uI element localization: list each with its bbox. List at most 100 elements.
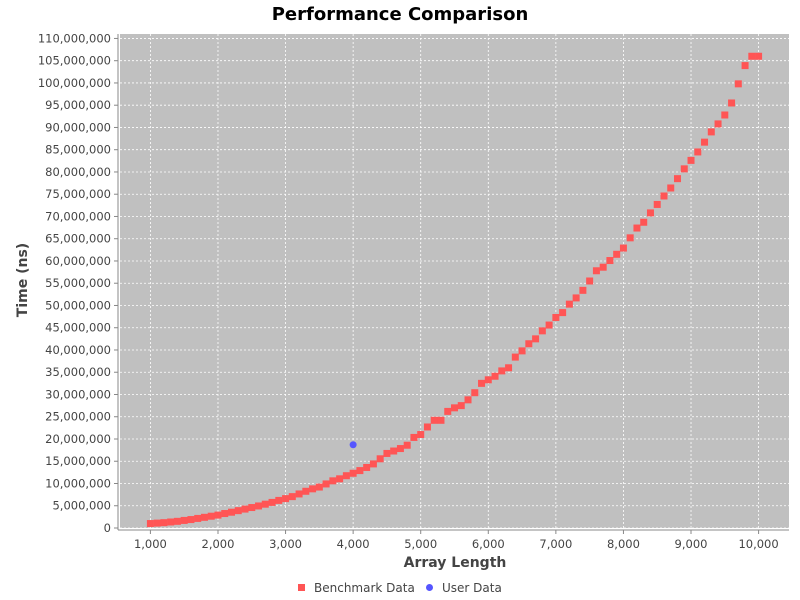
- y-tick-label: 25,000,000: [45, 410, 111, 424]
- x-tick-label: 7,000: [539, 537, 572, 551]
- data-point: [423, 423, 431, 431]
- data-point: [153, 519, 161, 527]
- y-tick-label: 0: [104, 521, 111, 535]
- data-point: [721, 111, 729, 119]
- data-point: [592, 267, 600, 275]
- data-point: [701, 138, 709, 146]
- data-point: [268, 498, 276, 506]
- data-point: [234, 507, 242, 515]
- y-tick-label: 60,000,000: [45, 254, 111, 268]
- data-point: [552, 313, 560, 321]
- data-point: [694, 148, 702, 156]
- data-point: [315, 483, 323, 491]
- data-point: [505, 364, 513, 372]
- x-tick-label: 4,000: [337, 537, 370, 551]
- data-point: [228, 508, 235, 516]
- series-1: [349, 441, 357, 449]
- data-point: [471, 389, 479, 397]
- data-point: [383, 449, 391, 457]
- data-point: [146, 520, 154, 528]
- x-tick-label: 10,000: [738, 537, 778, 551]
- data-point: [498, 367, 506, 375]
- legend: Benchmark Data User Data: [298, 581, 502, 595]
- data-point: [545, 321, 553, 329]
- data-point: [633, 224, 641, 232]
- y-tick-label: 20,000,000: [45, 432, 111, 446]
- y-tick-label: 90,000,000: [45, 120, 111, 134]
- data-point: [687, 156, 695, 164]
- data-point: [187, 516, 195, 524]
- data-point: [430, 416, 438, 424]
- data-point: [613, 250, 621, 258]
- data-point: [329, 477, 337, 485]
- data-point: [295, 490, 303, 498]
- y-tick-label: 85,000,000: [45, 143, 111, 157]
- data-point: [491, 372, 499, 380]
- series-0: [146, 52, 763, 528]
- data-point: [410, 433, 418, 441]
- plot-background: [120, 34, 789, 528]
- data-point: [451, 404, 458, 412]
- data-point: [606, 257, 614, 265]
- y-tick-label: 105,000,000: [38, 54, 111, 68]
- x-tick-label: 2,000: [202, 537, 235, 551]
- data-point: [349, 441, 357, 449]
- y-tick-label: 45,000,000: [45, 321, 111, 335]
- data-point: [275, 496, 283, 504]
- y-tick-label: 80,000,000: [45, 165, 111, 179]
- y-tick-label: 30,000,000: [45, 387, 111, 401]
- data-point: [626, 234, 634, 242]
- data-point: [282, 495, 290, 503]
- data-point: [619, 244, 627, 252]
- x-tick-label: 9,000: [675, 537, 708, 551]
- data-point: [511, 353, 519, 361]
- data-point: [707, 128, 715, 136]
- data-point: [464, 396, 472, 404]
- data-point: [167, 518, 175, 526]
- data-point: [255, 502, 263, 510]
- x-tick-label: 8,000: [607, 537, 640, 551]
- data-point: [241, 505, 249, 513]
- data-point: [248, 504, 256, 512]
- data-point: [640, 218, 648, 226]
- data-point: [173, 517, 181, 525]
- y-tick-label: 95,000,000: [45, 98, 111, 112]
- data-point: [342, 472, 350, 480]
- data-point: [363, 463, 371, 471]
- x-axis-title: Array Length: [404, 555, 507, 571]
- data-point: [390, 447, 398, 455]
- legend-marker: [298, 584, 305, 591]
- data-point: [586, 277, 594, 285]
- data-point: [437, 416, 445, 424]
- data-point: [160, 519, 168, 527]
- data-point: [349, 469, 357, 477]
- data-point: [356, 467, 364, 475]
- chart-title: Performance Comparison: [272, 4, 529, 25]
- y-tick-label: 75,000,000: [45, 187, 111, 201]
- y-tick-label: 35,000,000: [45, 365, 111, 379]
- y-tick-label: 110,000,000: [38, 31, 111, 45]
- data-point: [525, 340, 533, 348]
- data-point: [579, 286, 587, 294]
- data-point: [538, 327, 546, 335]
- data-point: [565, 300, 573, 308]
- data-point: [200, 513, 208, 521]
- data-point: [559, 309, 567, 317]
- x-tick-label: 1,000: [134, 537, 167, 551]
- data-point: [457, 402, 465, 410]
- y-tick-label: 5,000,000: [52, 499, 111, 513]
- data-point: [478, 379, 486, 387]
- data-point: [261, 500, 269, 508]
- data-point: [369, 460, 377, 468]
- y-tick-label: 55,000,000: [45, 276, 111, 290]
- data-point: [376, 455, 384, 463]
- plot-area: 1,000 2,000 3,000 4,000 5,000 6,000 7,000 8,000…: [38, 31, 789, 551]
- data-point: [748, 52, 756, 60]
- data-point: [714, 120, 722, 128]
- data-point: [646, 209, 654, 217]
- data-point: [734, 80, 742, 88]
- data-point: [667, 184, 675, 192]
- data-point: [221, 510, 229, 518]
- data-point: [680, 165, 688, 173]
